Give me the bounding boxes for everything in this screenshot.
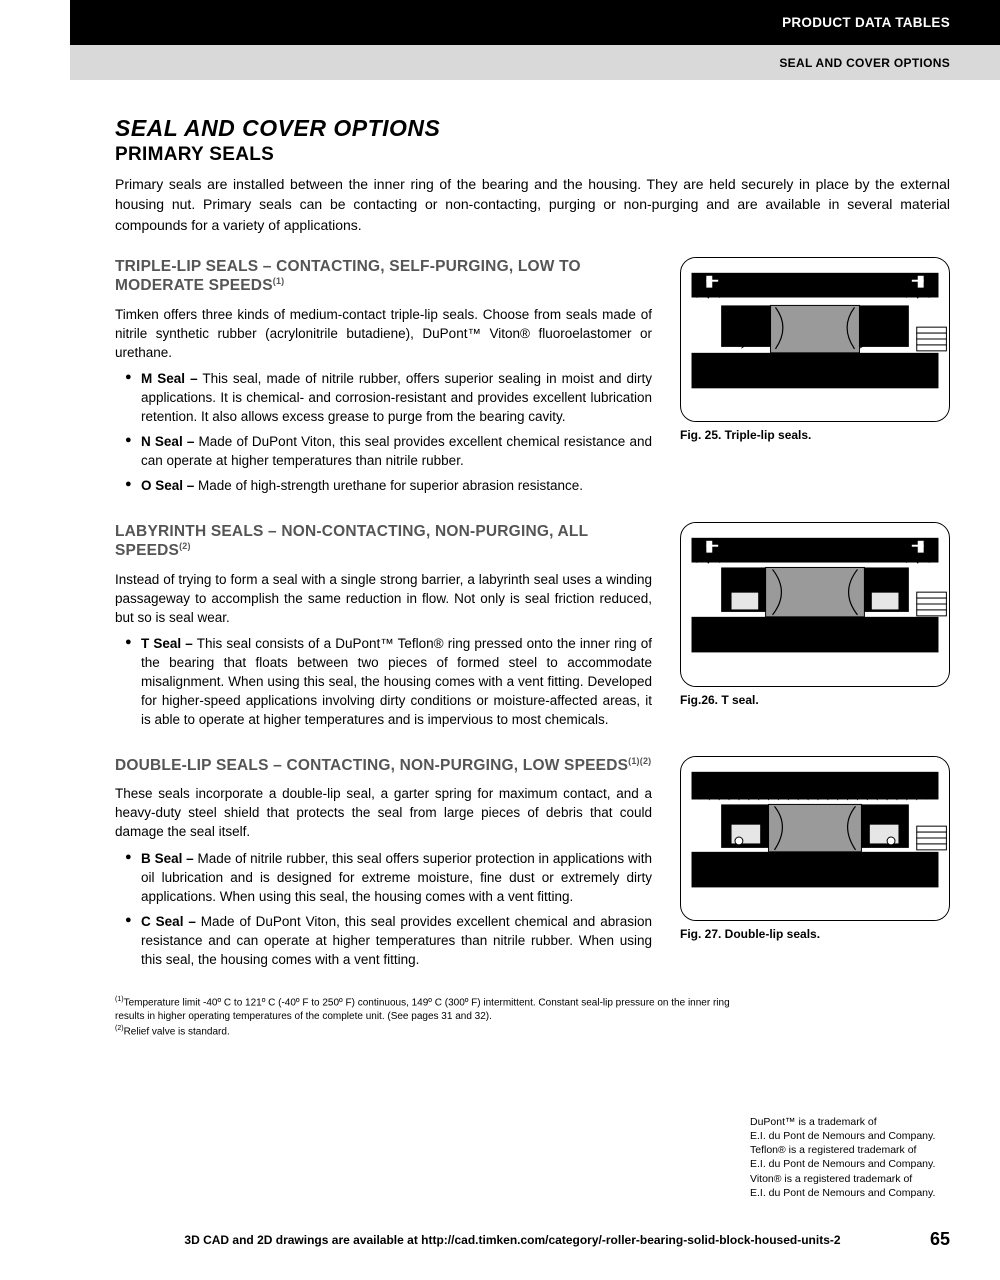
list-item: N Seal – Made of DuPont Viton, this seal… [129, 433, 652, 471]
figure-25-caption: Fig. 25. Triple-lip seals. [680, 428, 950, 442]
list-item: O Seal – Made of high-strength urethane … [129, 477, 652, 496]
footer-text: 3D CAD and 2D drawings are available at … [115, 1233, 910, 1247]
sub-title: PRIMARY SEALS [115, 144, 950, 166]
double-lip-seal-icon [681, 757, 949, 920]
triple-lip-heading: TRIPLE-LIP SEALS – CONTACTING, SELF-PURG… [115, 257, 652, 296]
labyrinth-body: Instead of trying to form a seal with a … [115, 571, 652, 628]
figure-26-diagram [680, 522, 950, 687]
double-lip-list: B Seal – Made of nitrile rubber, this se… [115, 850, 652, 969]
list-item: B Seal – Made of nitrile rubber, this se… [129, 850, 652, 907]
footer: 3D CAD and 2D drawings are available at … [115, 1229, 950, 1250]
header-grey-band: SEAL AND COVER OPTIONS [70, 45, 1000, 80]
section-labyrinth: LABYRINTH SEALS – NON-CONTACTING, NON-PU… [115, 522, 950, 736]
header-grey-text: SEAL AND COVER OPTIONS [779, 56, 950, 70]
page-content: SEAL AND COVER OPTIONS PRIMARY SEALS Pri… [0, 80, 1000, 1039]
section-double-lip: DOUBLE-LIP SEALS – CONTACTING, NON-PURGI… [115, 756, 950, 976]
triple-lip-body: Timken offers three kinds of medium-cont… [115, 306, 652, 363]
double-lip-body: These seals incorporate a double-lip sea… [115, 785, 652, 842]
triple-lip-seal-icon [681, 258, 949, 421]
page-number: 65 [930, 1229, 950, 1250]
labyrinth-heading: LABYRINTH SEALS – NON-CONTACTING, NON-PU… [115, 522, 652, 561]
main-title: SEAL AND COVER OPTIONS [115, 115, 950, 142]
intro-paragraph: Primary seals are installed between the … [115, 174, 950, 235]
labyrinth-list: T Seal – This seal consists of a DuPont™… [115, 635, 652, 729]
list-item: C Seal – Made of DuPont Viton, this seal… [129, 913, 652, 970]
figure-25-diagram [680, 257, 950, 422]
list-item: M Seal – This seal, made of nitrile rubb… [129, 370, 652, 427]
triple-lip-list: M Seal – This seal, made of nitrile rubb… [115, 370, 652, 495]
t-seal-icon [681, 523, 949, 686]
list-item: T Seal – This seal consists of a DuPont™… [129, 635, 652, 729]
header-black-text: PRODUCT DATA TABLES [782, 15, 950, 30]
header-black-band: PRODUCT DATA TABLES [70, 0, 1000, 45]
footnotes: (1)Temperature limit -40º C to 121º C (-… [115, 995, 735, 1038]
trademark-note: DuPont™ is a trademark of E.I. du Pont d… [750, 1115, 950, 1200]
figure-27-caption: Fig. 27. Double-lip seals. [680, 927, 950, 941]
figure-27-diagram [680, 756, 950, 921]
double-lip-heading: DOUBLE-LIP SEALS – CONTACTING, NON-PURGI… [115, 756, 652, 776]
figure-26-caption: Fig.26. T seal. [680, 693, 950, 707]
section-triple-lip: TRIPLE-LIP SEALS – CONTACTING, SELF-PURG… [115, 257, 950, 502]
